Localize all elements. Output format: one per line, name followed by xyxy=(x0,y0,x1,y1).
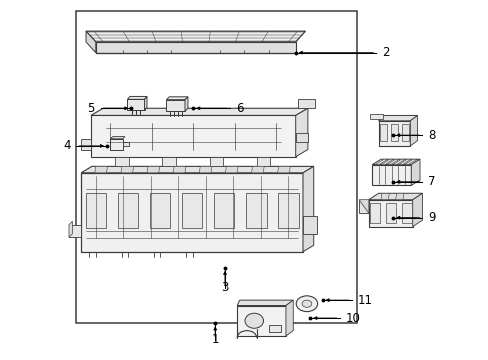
Polygon shape xyxy=(369,203,379,223)
Polygon shape xyxy=(368,200,412,226)
Polygon shape xyxy=(127,96,147,99)
Polygon shape xyxy=(166,97,187,100)
Polygon shape xyxy=(298,99,315,108)
Polygon shape xyxy=(225,166,238,173)
Polygon shape xyxy=(303,166,313,252)
Polygon shape xyxy=(401,125,408,140)
Polygon shape xyxy=(173,166,185,173)
Polygon shape xyxy=(379,125,386,140)
Polygon shape xyxy=(278,193,298,228)
Polygon shape xyxy=(380,159,393,165)
Polygon shape xyxy=(85,193,106,228)
Polygon shape xyxy=(162,157,176,166)
Polygon shape xyxy=(395,193,403,200)
Polygon shape xyxy=(369,114,383,119)
Polygon shape xyxy=(385,203,395,223)
Polygon shape xyxy=(398,159,410,165)
Polygon shape xyxy=(147,166,160,173)
Polygon shape xyxy=(81,173,303,252)
Polygon shape xyxy=(404,159,416,165)
Polygon shape xyxy=(121,166,133,173)
Polygon shape xyxy=(184,97,187,111)
Polygon shape xyxy=(166,100,184,111)
Text: 4: 4 xyxy=(63,139,70,152)
Text: 10: 10 xyxy=(345,311,360,325)
Text: 8: 8 xyxy=(427,129,435,142)
Polygon shape xyxy=(110,139,122,149)
Bar xyxy=(76,12,356,323)
Polygon shape xyxy=(127,99,144,110)
Polygon shape xyxy=(91,116,295,157)
Polygon shape xyxy=(110,136,125,139)
Polygon shape xyxy=(96,42,295,53)
Circle shape xyxy=(296,296,317,312)
Polygon shape xyxy=(303,216,316,234)
Polygon shape xyxy=(81,139,91,149)
Polygon shape xyxy=(251,166,264,173)
Polygon shape xyxy=(256,157,270,166)
Polygon shape xyxy=(237,300,293,306)
Polygon shape xyxy=(371,165,410,185)
Polygon shape xyxy=(86,31,305,42)
Polygon shape xyxy=(115,157,129,166)
Polygon shape xyxy=(409,116,417,146)
Polygon shape xyxy=(390,125,397,140)
Polygon shape xyxy=(386,159,399,165)
Polygon shape xyxy=(412,193,422,226)
Text: 11: 11 xyxy=(357,294,372,307)
Ellipse shape xyxy=(244,313,263,328)
Polygon shape xyxy=(378,121,409,146)
Text: 6: 6 xyxy=(235,102,243,115)
Polygon shape xyxy=(295,108,307,157)
Polygon shape xyxy=(95,166,107,173)
Polygon shape xyxy=(149,193,170,228)
Polygon shape xyxy=(69,225,81,237)
Polygon shape xyxy=(368,193,422,200)
Polygon shape xyxy=(237,306,285,336)
Text: 1: 1 xyxy=(211,333,219,346)
Polygon shape xyxy=(392,159,405,165)
Polygon shape xyxy=(209,157,223,166)
Polygon shape xyxy=(380,193,388,200)
Polygon shape xyxy=(358,200,368,213)
Polygon shape xyxy=(410,159,419,185)
Text: 7: 7 xyxy=(427,175,435,188)
Polygon shape xyxy=(86,31,96,53)
Polygon shape xyxy=(199,166,211,173)
Polygon shape xyxy=(268,325,281,332)
Polygon shape xyxy=(91,108,307,116)
Polygon shape xyxy=(122,142,129,146)
Text: 3: 3 xyxy=(221,281,228,294)
Polygon shape xyxy=(277,166,290,173)
Polygon shape xyxy=(358,200,368,213)
Polygon shape xyxy=(118,193,138,228)
Polygon shape xyxy=(374,159,387,165)
Polygon shape xyxy=(81,166,313,173)
Text: 2: 2 xyxy=(381,46,389,59)
Polygon shape xyxy=(371,159,419,165)
Text: 9: 9 xyxy=(427,211,435,224)
Polygon shape xyxy=(214,193,234,228)
Polygon shape xyxy=(378,116,417,121)
Polygon shape xyxy=(401,203,411,223)
Text: 5: 5 xyxy=(87,102,95,115)
Polygon shape xyxy=(295,134,307,142)
Polygon shape xyxy=(144,96,147,110)
Circle shape xyxy=(302,300,311,307)
Polygon shape xyxy=(245,193,266,228)
Polygon shape xyxy=(285,300,293,336)
Polygon shape xyxy=(182,193,202,228)
Polygon shape xyxy=(69,221,72,237)
